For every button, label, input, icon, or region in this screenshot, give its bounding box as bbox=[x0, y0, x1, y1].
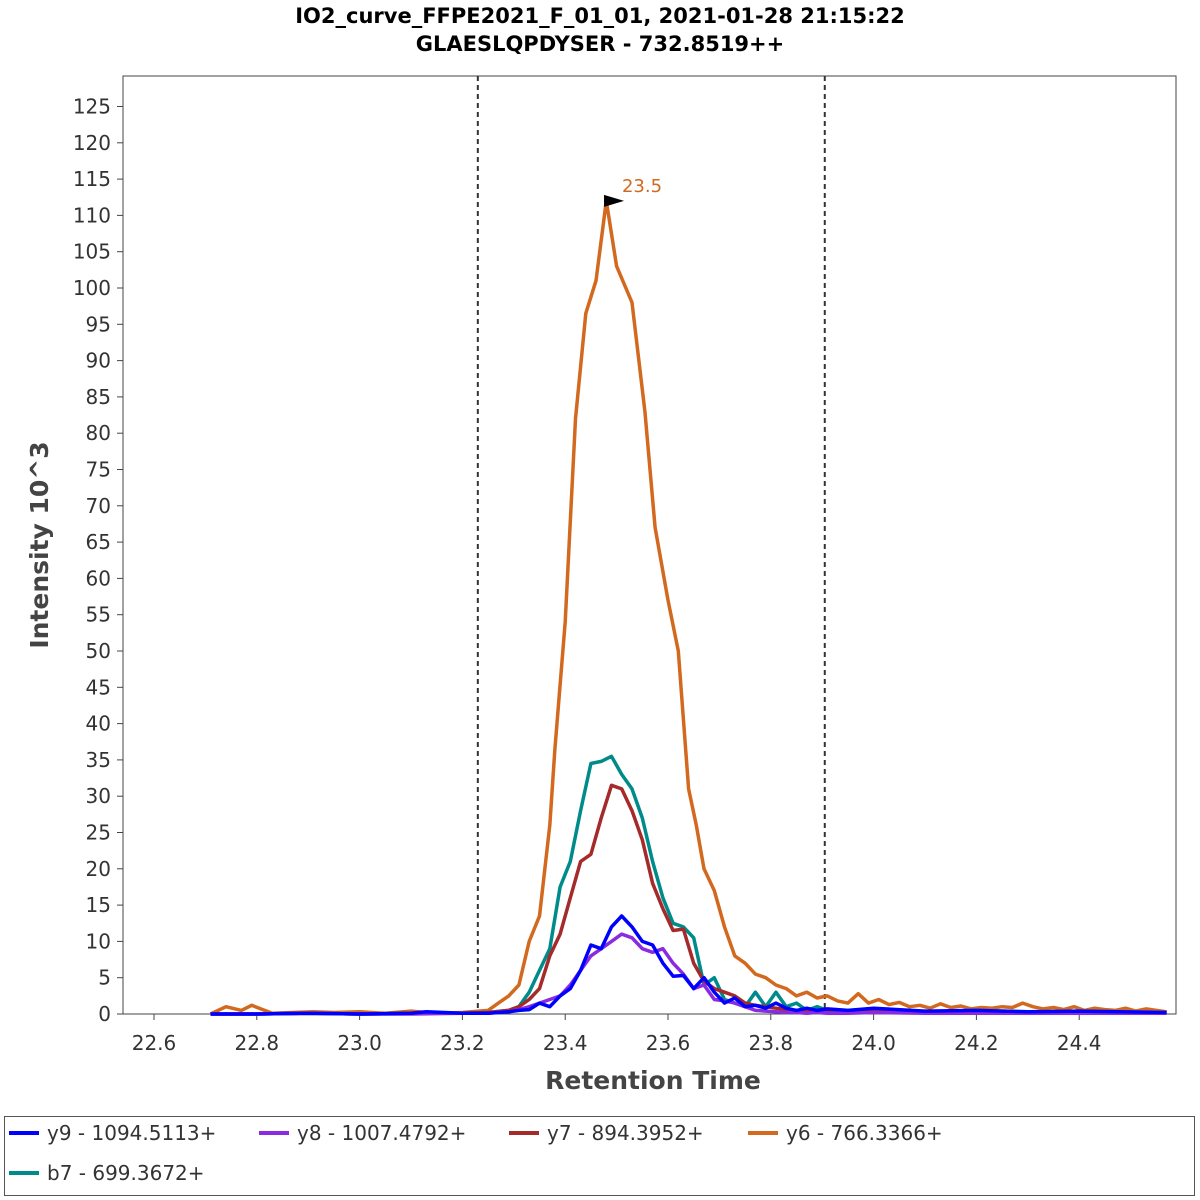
y-tick-label: 80 bbox=[86, 421, 111, 445]
legend-item-y7: y7 - 894.3952+ bbox=[509, 1121, 704, 1145]
y-tick-label: 25 bbox=[86, 821, 111, 845]
y-tick-label: 60 bbox=[86, 566, 111, 590]
y-tick-label: 110 bbox=[73, 203, 111, 227]
legend-label: b7 - 699.3672+ bbox=[47, 1161, 205, 1185]
legend-swatch bbox=[259, 1131, 289, 1135]
y-tick-label: 75 bbox=[86, 458, 111, 482]
series-line-y6 bbox=[209, 199, 1167, 1016]
legend-item-y8: y8 - 1007.4792+ bbox=[259, 1121, 466, 1145]
x-tick-label: 22.8 bbox=[235, 1031, 280, 1055]
y-tick-label: 115 bbox=[73, 167, 111, 191]
x-tick-label: 23.8 bbox=[749, 1031, 794, 1055]
legend: y9 - 1094.5113+ y8 - 1007.4792+ y7 - 894.3… bbox=[4, 1116, 1195, 1196]
y-tick-label: 20 bbox=[86, 857, 111, 881]
annotation-layer: 23.5 bbox=[604, 176, 662, 207]
y-tick-label: 0 bbox=[98, 1002, 111, 1026]
y-tick-label: 45 bbox=[86, 675, 111, 699]
y-tick-label: 105 bbox=[73, 240, 111, 264]
x-tick-label: 24.4 bbox=[1057, 1031, 1102, 1055]
x-tick-label: 23.0 bbox=[337, 1031, 382, 1055]
y-tick-label: 125 bbox=[73, 95, 111, 119]
x-tick-label: 23.2 bbox=[440, 1031, 485, 1055]
legend-swatch bbox=[748, 1131, 778, 1135]
legend-swatch bbox=[509, 1131, 539, 1135]
chart: 0 5 10 15 20 25 30 35 40 45 50 55 60 65 70 75 80 85 90 95 10… bbox=[25, 75, 1177, 1095]
plot-area bbox=[122, 75, 1177, 1015]
x-tick-label: 24.2 bbox=[954, 1031, 999, 1055]
y-axis: 0 5 10 15 20 25 30 35 40 45 50 55 60 65 70 75 80 85 90 95 10… bbox=[73, 95, 123, 1026]
peak-label: 23.5 bbox=[622, 176, 662, 197]
y-axis-label: Intensity 10^3 bbox=[25, 441, 54, 648]
peak-boundaries bbox=[476, 76, 826, 1014]
x-axis-label: Retention Time bbox=[545, 1066, 761, 1095]
legend-label: y9 - 1094.5113+ bbox=[47, 1121, 217, 1145]
peak-marker-arrow bbox=[604, 194, 625, 207]
legend-swatch bbox=[9, 1171, 39, 1175]
x-tick-label: 23.6 bbox=[646, 1031, 691, 1055]
x-tick-label: 23.4 bbox=[543, 1031, 588, 1055]
series-line-y9 bbox=[210, 914, 1167, 1016]
x-axis: 22.6 22.8 23.0 23.2 23.4 23.6 23.8 24.0 24.2 24.4 bbox=[132, 1014, 1102, 1055]
chart-title-line-2: GLAESLQPDYSER - 732.8519++ bbox=[415, 32, 785, 56]
y-tick-label: 40 bbox=[86, 712, 111, 736]
y-tick-label: 50 bbox=[86, 639, 111, 663]
y-tick-label: 35 bbox=[86, 748, 111, 772]
x-tick-label: 22.6 bbox=[132, 1031, 177, 1055]
legend-item-b7: b7 - 699.3672+ bbox=[9, 1161, 205, 1185]
y-tick-label: 70 bbox=[86, 494, 111, 518]
chart-title-line-1: IO2_curve_FFPE2021_F_01_01, 2021-01-28 2… bbox=[295, 4, 905, 28]
legend-label: y8 - 1007.4792+ bbox=[297, 1121, 467, 1145]
legend-label: y6 - 766.3366+ bbox=[786, 1121, 943, 1145]
y-tick-label: 55 bbox=[86, 603, 111, 627]
y-tick-label: 120 bbox=[73, 131, 111, 155]
y-tick-label: 85 bbox=[86, 385, 111, 409]
y-tick-label: 10 bbox=[86, 929, 111, 953]
legend-swatch bbox=[9, 1131, 39, 1135]
y-tick-label: 15 bbox=[86, 893, 111, 917]
chart-title: IO2_curve_FFPE2021_F_01_01, 2021-01-28 2… bbox=[0, 2, 1200, 58]
y-tick-label: 5 bbox=[98, 966, 111, 990]
series-layer bbox=[209, 199, 1167, 1016]
y-tick-label: 95 bbox=[86, 312, 111, 336]
legend-item-y9: y9 - 1094.5113+ bbox=[9, 1121, 216, 1145]
x-tick-label: 24.0 bbox=[851, 1031, 896, 1055]
y-tick-label: 30 bbox=[86, 784, 111, 808]
y-tick-label: 90 bbox=[86, 349, 111, 373]
legend-label: y7 - 894.3952+ bbox=[547, 1121, 704, 1145]
legend-item-y6: y6 - 766.3366+ bbox=[748, 1121, 943, 1145]
y-tick-label: 100 bbox=[73, 276, 111, 300]
y-tick-label: 65 bbox=[86, 530, 111, 554]
